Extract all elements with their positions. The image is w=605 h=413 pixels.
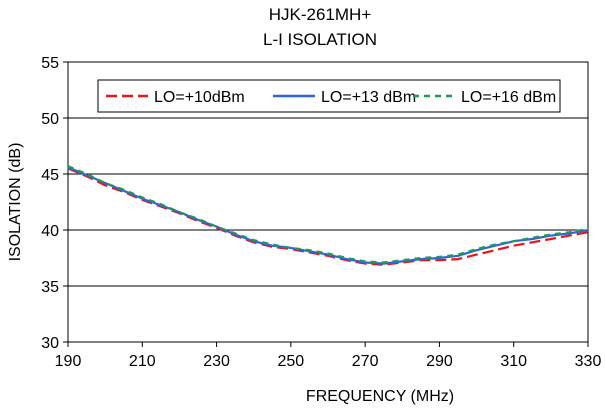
x-axis-label: FREQUENCY (MHz) (306, 388, 454, 405)
y-axis-label: ISOLATION (dB) (7, 143, 24, 262)
y-tick-label: 55 (41, 55, 59, 72)
x-tick-label: 270 (352, 353, 379, 370)
x-tick-label: 210 (129, 353, 156, 370)
legend-label-0: LO=+10dBm (154, 89, 245, 106)
y-tick-label: 40 (41, 223, 59, 240)
legend-label-2: LO=+16 dBm (461, 89, 556, 106)
series-line-0 (67, 167, 589, 266)
series-layer (67, 165, 589, 266)
series-line-2 (67, 165, 589, 264)
x-tick-label: 290 (426, 353, 453, 370)
x-tick-label: 310 (500, 353, 527, 370)
x-tick-label: 230 (203, 353, 230, 370)
y-tick-label: 50 (41, 111, 59, 128)
gridlines (68, 117, 588, 287)
x-axis-ticks: 190 210 230 250 270 290 310 330 (55, 342, 602, 370)
legend-label-1: LO=+13 dBm (321, 89, 416, 106)
legend: LO=+10dBm LO=+13 dBm LO=+16 dBm (97, 79, 561, 113)
chart-subtitle: L-I ISOLATION (263, 30, 377, 49)
x-tick-label: 250 (278, 353, 305, 370)
y-tick-label: 30 (41, 335, 59, 352)
plot-border (67, 61, 589, 343)
legend-box (97, 79, 561, 113)
x-tick-label: 190 (55, 353, 82, 370)
y-tick-label: 45 (41, 167, 59, 184)
x-tick-label: 330 (575, 353, 602, 370)
y-axis-ticks: 30 35 40 45 50 55 (41, 55, 68, 352)
chart-title: HJK-261MH+ (269, 5, 372, 24)
y-tick-label: 35 (41, 279, 59, 296)
